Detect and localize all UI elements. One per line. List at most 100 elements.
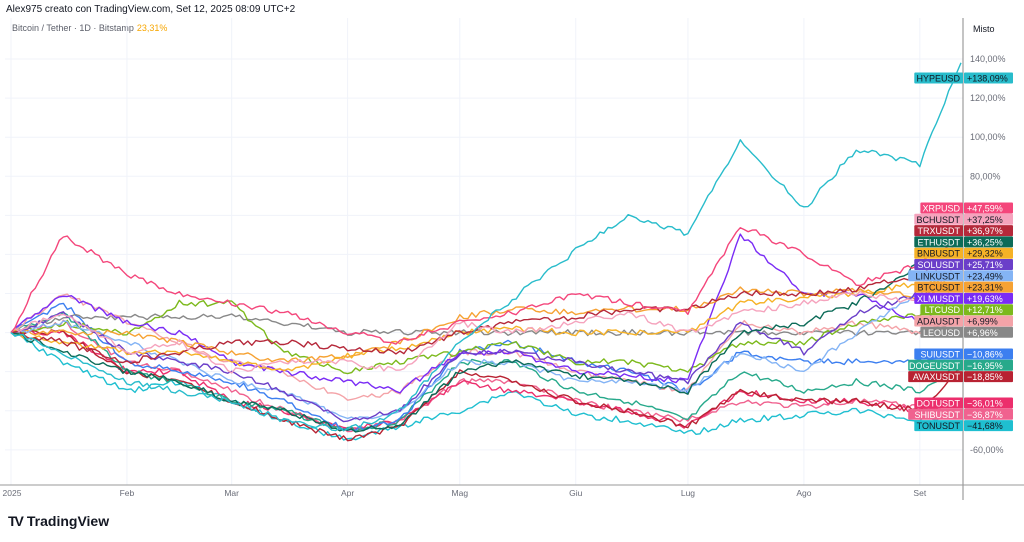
series-value-tag-hypeusd [964, 72, 1013, 84]
series-value-label: +6,99% [967, 317, 998, 327]
x-tick-label: 2025 [3, 488, 22, 498]
series-line-ethusdt [10, 259, 962, 433]
series-value-label: +23,31% [967, 283, 1003, 293]
series-line-adausdt [10, 293, 962, 401]
series-name-tag-linkusdt [908, 270, 963, 282]
series-value-label: +6,96% [967, 328, 998, 338]
series-value-tag-bnbusdt [964, 247, 1013, 259]
series-value-tag-adausdt [964, 315, 1013, 327]
main-symbol-legend[interactable]: Bitcoin / Tether · 1D · Bitstamp 23,31% [12, 23, 167, 33]
series-name-tag-xlmusdt [914, 292, 963, 304]
series-line-xlmusdt [10, 233, 962, 394]
series-name-label: TRXUSDT [918, 226, 961, 236]
series-value-tag-dogeusdt [964, 359, 1013, 371]
series-line-solusdt [11, 281, 962, 423]
x-tick-label: Ago [796, 488, 811, 498]
x-tick-label: Apr [341, 488, 354, 498]
series-value-label: +36,97% [967, 226, 1003, 236]
series-value-tag-shibusdt [964, 408, 1013, 420]
series-name-label: TONUSDT [917, 421, 961, 431]
series-value-label: +19,63% [967, 294, 1003, 304]
series-value-tag-solusdt [964, 259, 1013, 270]
brand-name: TradingView [26, 513, 110, 529]
series-name-label: BCHUSDT [916, 215, 960, 225]
series-line-xrpusd [10, 226, 962, 345]
series-name-label: XLMUSDT [917, 294, 961, 304]
series-value-tag-trxusdt [964, 225, 1013, 237]
y-tick-label: 120,00% [970, 93, 1006, 103]
series-name-label: SHIBUSDT [914, 410, 960, 420]
series-name-tag-avaxusdt [908, 371, 963, 383]
series-value-tag-btcusdt [964, 281, 1013, 293]
series-name-tag-btcusdt [914, 281, 963, 293]
series-value-tag-avaxusdt [964, 371, 1013, 383]
series-name-label: SOLUSDT [917, 260, 960, 270]
series-name-tag-dotusdt [914, 397, 963, 409]
series-name-label: LINKUSDT [915, 271, 960, 281]
series-name-tag-dogeusdt [908, 359, 963, 371]
series-name-tag-shibusdt [908, 408, 963, 420]
series-name-label: DOGEUSDT [909, 361, 961, 371]
series-value-tag-dotusdt [964, 397, 1013, 409]
series-name-label: ADAUSDT [917, 317, 961, 327]
series-value-label: −36,01% [967, 399, 1003, 409]
series-value-label: −10,86% [967, 350, 1003, 360]
series-value-tag-linkusdt [964, 270, 1013, 282]
series-name-label: LTCUSD [925, 305, 961, 315]
x-tick-label: Lug [681, 488, 695, 498]
series-value-label: +47,59% [967, 204, 1003, 214]
series-name-label: XRPUSD [922, 204, 960, 214]
series-value-tag-ltcusd [964, 304, 1013, 316]
series-name-tag-bchusdt [914, 213, 963, 225]
series-line-bnbusdt [10, 274, 962, 372]
series-value-label: +36,25% [967, 237, 1003, 247]
x-tick-label: Feb [120, 488, 135, 498]
x-tick-label: Mag [452, 488, 469, 498]
series-value-tag-xlmusdt [964, 292, 1013, 304]
series-value-label: +29,32% [967, 249, 1003, 259]
series-value-label: −36,87% [967, 410, 1003, 420]
series-value-tag-suiusdt [964, 348, 1013, 360]
series-value-tag-leousd [964, 326, 1013, 338]
legend-change: 23,31% [136, 23, 168, 33]
series-name-tag-ltcusd [920, 304, 963, 316]
series-name-label: BNBUSDT [917, 249, 961, 259]
series-name-tag-adausdt [914, 315, 963, 327]
series-name-label: BTCUSDT [918, 283, 961, 293]
y-tick-label: 100,00% [970, 132, 1006, 142]
series-name-tag-tonusdt [914, 420, 963, 432]
series-value-tag-ethusdt [964, 236, 1013, 248]
attribution: Alex975 creato con TradingView.com, Set … [6, 4, 296, 15]
series-name-label: ETHUSDT [918, 237, 961, 247]
y-tick-label: 140,00% [970, 54, 1006, 64]
series-name-tag-suiusdt [914, 348, 963, 360]
y-tick-label: -60,00% [970, 445, 1004, 455]
series-value-label: +37,25% [967, 215, 1003, 225]
tradingview-logo: TV TradingView [8, 513, 109, 529]
scale-mode[interactable]: Misto [973, 24, 995, 34]
series-name-label: AVAXUSDT [913, 372, 961, 382]
series-name-label: SUIUSDT [920, 350, 960, 360]
series-line-btcusdt [10, 286, 962, 363]
series-name-tag-trxusdt [914, 225, 963, 237]
series-value-label: +25,71% [967, 260, 1003, 270]
series-value-label: −16,95% [967, 361, 1003, 371]
series-name-tag-bnbusdt [914, 247, 963, 259]
x-tick-label: Mar [224, 488, 239, 498]
series-line-linkusdt [10, 284, 962, 420]
series-line-hypeusd [10, 62, 962, 432]
series-name-label: DOTUSDT [917, 399, 961, 409]
series-name-tag-ethusdt [914, 236, 963, 248]
series-line-dogeusdt [10, 311, 962, 433]
series-name-label: LEOUSD [923, 328, 961, 338]
x-tick-label: Giu [569, 488, 583, 498]
series-name-tag-leousd [920, 326, 963, 338]
series-value-tag-tonusdt [964, 420, 1013, 432]
series-name-tag-hypeusd [914, 72, 963, 84]
tradingview-logo-icon: TV [8, 513, 24, 529]
series-line-bchusdt [10, 259, 962, 374]
series-line-dotusdt [10, 329, 962, 430]
series-value-tag-xrpusd [964, 202, 1013, 214]
